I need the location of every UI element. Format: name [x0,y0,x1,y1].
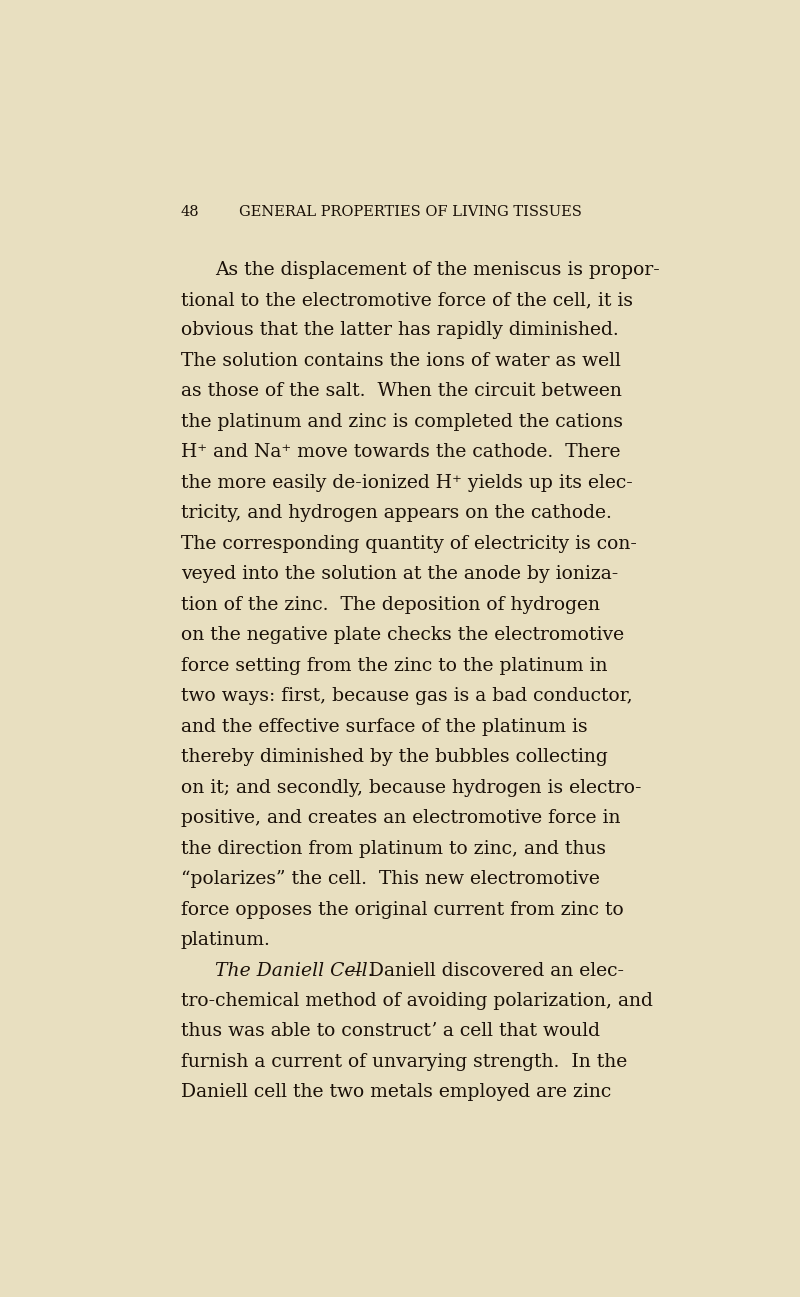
Text: thus was able to constructʼ a cell that would: thus was able to constructʼ a cell that … [181,1022,600,1040]
Text: force opposes the original current from zinc to: force opposes the original current from … [181,900,623,918]
Text: tricity, and hydrogen appears on the cathode.: tricity, and hydrogen appears on the cat… [181,505,611,523]
Text: as those of the salt.  When the circuit between: as those of the salt. When the circuit b… [181,383,622,401]
Text: the platinum and zinc is completed the cations: the platinum and zinc is completed the c… [181,412,622,431]
Text: force setting from the zinc to the platinum in: force setting from the zinc to the plati… [181,656,607,674]
Text: GENERAL PROPERTIES OF LIVING TISSUES: GENERAL PROPERTIES OF LIVING TISSUES [238,205,582,219]
Text: tro-chemical method of avoiding polarization, and: tro-chemical method of avoiding polariza… [181,992,653,1010]
Text: on it; and secondly, because hydrogen is electro-: on it; and secondly, because hydrogen is… [181,778,641,796]
Text: The solution contains the ions of water as well: The solution contains the ions of water … [181,351,621,370]
Text: on the negative plate checks the electromotive: on the negative plate checks the electro… [181,626,624,645]
Text: veyed into the solution at the anode by ioniza-: veyed into the solution at the anode by … [181,565,618,584]
Text: two ways: first, because gas is a bad conductor,: two ways: first, because gas is a bad co… [181,687,632,706]
Text: obvious that the latter has rapidly diminished.: obvious that the latter has rapidly dimi… [181,322,618,340]
Text: the more easily de-ionized H⁺ yields up its elec-: the more easily de-ionized H⁺ yields up … [181,473,632,492]
Text: furnish a current of unvarying strength.  In the: furnish a current of unvarying strength.… [181,1053,627,1071]
Text: platinum.: platinum. [181,931,270,949]
Text: As the displacement of the meniscus is propor-: As the displacement of the meniscus is p… [214,261,659,279]
Text: tional to the electromotive force of the cell, it is: tional to the electromotive force of the… [181,291,633,309]
Text: “polarizes” the cell.  This new electromotive: “polarizes” the cell. This new electromo… [181,870,599,888]
Text: — Daniell discovered an elec-: — Daniell discovered an elec- [338,961,624,979]
Text: positive, and creates an electromotive force in: positive, and creates an electromotive f… [181,809,620,827]
Text: the direction from platinum to zinc, and thus: the direction from platinum to zinc, and… [181,839,606,857]
Text: and the effective surface of the platinum is: and the effective surface of the platinu… [181,717,587,735]
Text: The corresponding quantity of electricity is con-: The corresponding quantity of electricit… [181,534,637,553]
Text: Daniell cell the two metals employed are zinc: Daniell cell the two metals employed are… [181,1083,611,1101]
Text: 48: 48 [181,205,199,219]
Text: thereby diminished by the bubbles collecting: thereby diminished by the bubbles collec… [181,748,607,767]
Text: tion of the zinc.  The deposition of hydrogen: tion of the zinc. The deposition of hydr… [181,595,600,613]
Text: H⁺ and Na⁺ move towards the cathode.  There: H⁺ and Na⁺ move towards the cathode. The… [181,444,620,462]
Text: The Daniell Cell.: The Daniell Cell. [214,961,374,979]
